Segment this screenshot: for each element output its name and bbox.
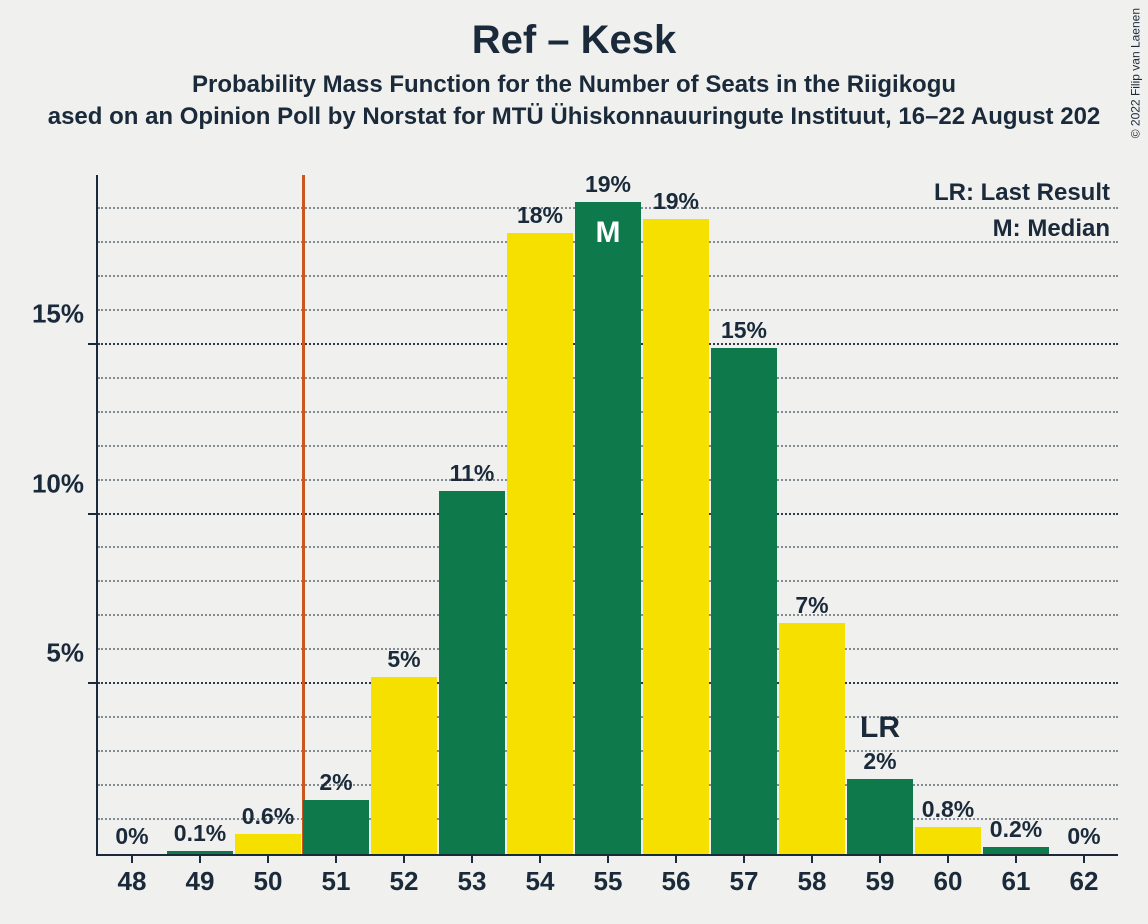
y-axis-tick-label: 10% <box>32 468 98 499</box>
bar-slot: 2%LR59 <box>846 175 914 854</box>
bar-value-label: 11% <box>450 460 495 487</box>
bar: 7% <box>779 623 844 854</box>
bar-value-label: 0.8% <box>922 796 974 823</box>
x-axis-tick-label: 52 <box>390 866 419 897</box>
x-tick-mark <box>675 854 677 863</box>
bar-slot: 0.2%61 <box>982 175 1050 854</box>
x-tick-mark <box>403 854 405 863</box>
x-axis-tick-label: 60 <box>934 866 963 897</box>
x-axis-tick-label: 58 <box>798 866 827 897</box>
bar-slot: 5%52 <box>370 175 438 854</box>
x-tick-mark <box>947 854 949 863</box>
x-tick-mark <box>607 854 609 863</box>
bar-value-label: 5% <box>387 646 420 673</box>
x-tick-mark <box>879 854 881 863</box>
x-tick-mark <box>1083 854 1085 863</box>
copyright-text: © 2022 Filip van Laenen <box>1128 8 1142 138</box>
bar: 11% <box>439 491 504 854</box>
bar: 18% <box>507 233 572 854</box>
bar-slot: 11%53 <box>438 175 506 854</box>
x-axis-tick-label: 55 <box>594 866 623 897</box>
x-tick-mark <box>131 854 133 863</box>
y-tick-mark <box>88 682 98 684</box>
bar-annotation: LR <box>860 711 900 745</box>
bar: 5% <box>371 677 436 854</box>
bar: 19% <box>643 219 708 854</box>
x-tick-mark <box>743 854 745 863</box>
bars-container: 0%480.1%490.6%502%515%5211%5318%5419%M55… <box>98 175 1118 854</box>
y-axis-tick-label: 15% <box>32 298 98 329</box>
bar-value-label: 19% <box>653 188 699 215</box>
x-tick-mark <box>267 854 269 863</box>
chart-subtitle-1: Probability Mass Function for the Number… <box>0 71 1148 99</box>
bar-value-label: 15% <box>721 317 767 344</box>
bar-slot: 0.6%50 <box>234 175 302 854</box>
chart-legend: LR: Last Result M: Median <box>934 175 1110 247</box>
bar-value-label: 19% <box>585 171 631 198</box>
bar: 19%M <box>575 202 640 854</box>
x-tick-mark <box>199 854 201 863</box>
bar: 0.8% <box>915 827 980 854</box>
x-axis-tick-label: 51 <box>322 866 351 897</box>
x-axis-tick-label: 62 <box>1070 866 1099 897</box>
x-axis-tick-label: 53 <box>458 866 487 897</box>
bar-slot: 0%62 <box>1050 175 1118 854</box>
bar: 0.2% <box>983 847 1048 854</box>
bar-slot: 0%48 <box>98 175 166 854</box>
bar-slot: 0.1%49 <box>166 175 234 854</box>
bar-value-label: 0% <box>115 823 148 850</box>
x-tick-mark <box>539 854 541 863</box>
bar-slot: 15%57 <box>710 175 778 854</box>
bar-slot: 0.8%60 <box>914 175 982 854</box>
x-tick-mark <box>811 854 813 863</box>
bar-slot: 19%M55 <box>574 175 642 854</box>
bar-value-label: 0.2% <box>990 816 1042 843</box>
x-axis-tick-label: 57 <box>730 866 759 897</box>
bar-slot: 18%54 <box>506 175 574 854</box>
bar-value-label: 2% <box>863 748 896 775</box>
bar-slot: 2%51 <box>302 175 370 854</box>
y-tick-mark <box>88 343 98 345</box>
x-axis-tick-label: 48 <box>118 866 147 897</box>
x-axis-tick-label: 49 <box>186 866 215 897</box>
bar: 2%LR <box>847 779 912 854</box>
bar-value-label: 0.1% <box>174 820 226 847</box>
bar-slot: 7%58 <box>778 175 846 854</box>
pmf-bar-chart: 5%10%15%0%480.1%490.6%502%515%5211%5318%… <box>96 175 1118 856</box>
x-axis-tick-label: 50 <box>254 866 283 897</box>
x-tick-mark <box>335 854 337 863</box>
bar-value-label: 0% <box>1067 823 1100 850</box>
legend-m: M: Median <box>934 211 1110 247</box>
x-axis-tick-label: 59 <box>866 866 895 897</box>
bar-value-label: 0.6% <box>242 803 294 830</box>
bar: 15% <box>711 348 776 854</box>
x-tick-mark <box>471 854 473 863</box>
bar-slot: 19%56 <box>642 175 710 854</box>
legend-lr: LR: Last Result <box>934 175 1110 211</box>
bar-value-label: 7% <box>795 592 828 619</box>
chart-title: Ref – Kesk <box>0 0 1148 63</box>
bar-value-label: 2% <box>319 769 352 796</box>
bar-annotation: M <box>596 216 621 250</box>
bar-value-label: 18% <box>517 202 563 229</box>
x-tick-mark <box>1015 854 1017 863</box>
y-tick-mark <box>88 513 98 515</box>
chart-subtitle-2: ased on an Opinion Poll by Norstat for M… <box>0 103 1148 131</box>
bar: 0.6% <box>235 834 300 854</box>
x-axis-tick-label: 61 <box>1002 866 1031 897</box>
x-axis-tick-label: 54 <box>526 866 555 897</box>
y-axis-tick-label: 5% <box>46 638 98 669</box>
x-axis-tick-label: 56 <box>662 866 691 897</box>
bar: 2% <box>303 800 368 854</box>
